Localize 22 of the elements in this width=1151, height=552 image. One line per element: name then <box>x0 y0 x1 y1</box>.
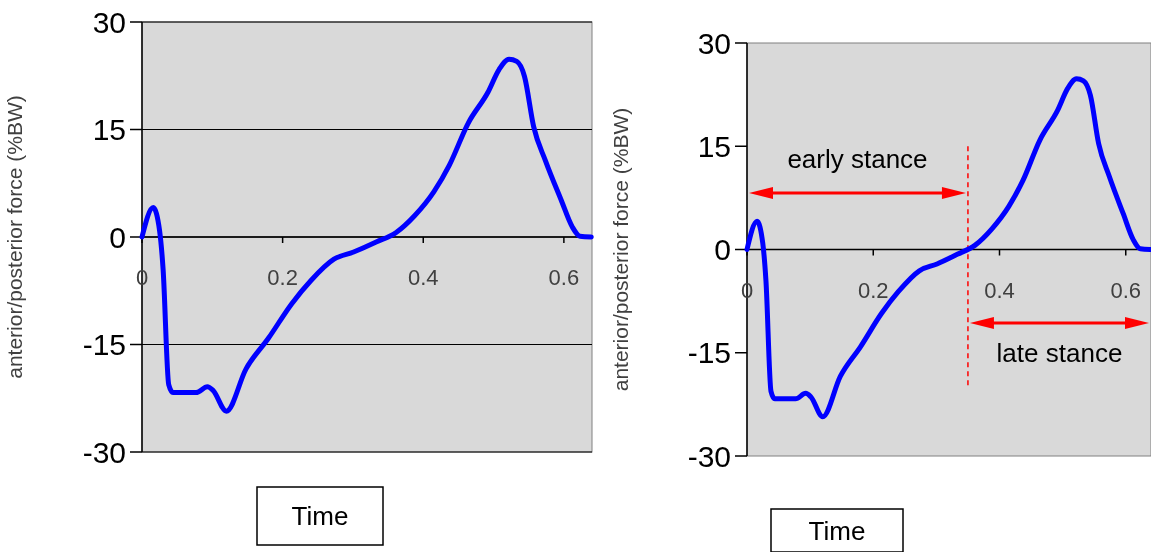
y-axis-title: anterior/posterior force (%BW) <box>609 107 632 392</box>
y-tick-label: 0 <box>109 220 126 254</box>
annotation: late stance <box>996 338 1123 368</box>
y-tick-label: -15 <box>687 336 731 370</box>
y-tick-label: -30 <box>82 435 126 469</box>
x-axis-title: Time <box>291 501 349 532</box>
x-tick-label: 0.2 <box>267 265 298 290</box>
y-tick-label: 0 <box>714 233 731 266</box>
x-tick-label: 0.4 <box>984 277 1015 303</box>
x-tick-label: 0.2 <box>857 277 889 303</box>
annotation: early stance <box>787 144 928 174</box>
y-tick-label: 30 <box>697 26 731 60</box>
x-axis-title: Time <box>808 515 866 546</box>
x-tick-label: 0.6 <box>548 265 580 290</box>
x-tick-label: 0.4 <box>407 265 439 290</box>
y-tick-label: 30 <box>92 5 126 39</box>
y-tick-label: 15 <box>697 129 731 163</box>
y-tick-label: 15 <box>92 113 126 146</box>
y-tick-label: -30 <box>687 439 731 473</box>
x-tick-label: 0.6 <box>1110 277 1142 303</box>
y-tick-label: -15 <box>82 328 126 361</box>
y-axis-title: anterior/posterior force (%BW) <box>3 95 26 379</box>
